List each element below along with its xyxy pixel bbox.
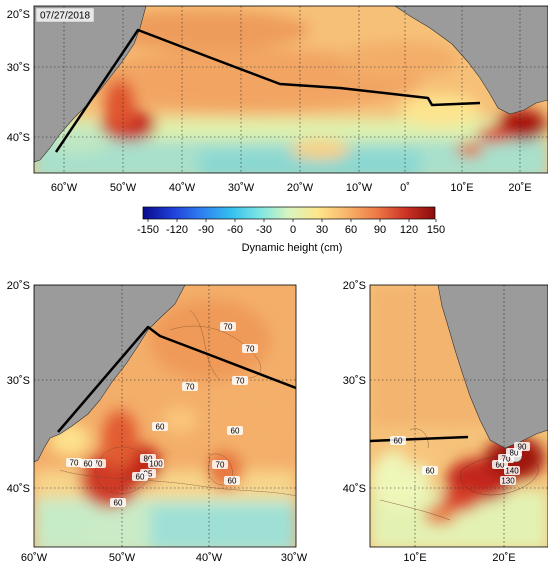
right-lat-20s: 20˚S (343, 280, 366, 292)
contour-label-bg (422, 466, 438, 475)
top-lon-0: 0˚ (400, 182, 410, 194)
contour-label: 70 (236, 377, 245, 386)
right-section-track (370, 435, 469, 443)
right-lat-40s: 40˚S (343, 483, 366, 495)
contour-label: 60 (136, 473, 145, 482)
top-lon-10e: 10˚E (450, 182, 473, 194)
right-lat-30s: 30˚S (343, 375, 366, 387)
contour-label-bg (220, 322, 236, 331)
left-lat-30s: 30˚S (7, 375, 30, 387)
contour-label-bg (148, 459, 164, 468)
top-map-panel: 07/27/2018 20˚S 30˚S 40˚S 60˚W 50˚W 40˚W… (7, 5, 548, 194)
cb-tick-label: -90 (198, 224, 214, 236)
date-badge (35, 7, 95, 23)
contour-label-bg (232, 376, 248, 385)
contour-label-bg (227, 426, 243, 435)
contour-label: 70 (216, 461, 225, 470)
top-lon-20e: 20˚E (508, 182, 531, 194)
top-lon-50w: 50˚W (110, 182, 137, 194)
contour-label: 60 (394, 437, 403, 446)
cb-tick-label: -120 (166, 224, 188, 236)
contour-label-bg (242, 344, 258, 353)
contour-label: 70 (502, 455, 511, 464)
contour-label-bg (390, 436, 406, 445)
right-contours (379, 428, 539, 521)
right-africa-land (437, 285, 548, 449)
contour-label: 60 (231, 427, 240, 436)
top-lon-20w: 20˚W (287, 182, 314, 194)
contour-label-bg (110, 498, 126, 507)
top-lon-10w: 10˚W (346, 182, 373, 194)
cb-tick-label: 30 (316, 224, 328, 236)
contour-label: 60 (114, 499, 123, 508)
top-lon-30w: 30˚W (228, 182, 255, 194)
top-lon-40w: 40˚W (169, 182, 196, 194)
left-lat-20s: 20˚S (7, 280, 30, 292)
contour-label: 60 (426, 467, 435, 476)
contour-label: 90 (518, 443, 527, 452)
left-lon-50w: 50˚W (109, 552, 136, 564)
contour-label-bg (66, 458, 82, 467)
top-lat-40s: 40˚S (7, 132, 30, 144)
cb-tick-label: -150 (137, 224, 159, 236)
right-lon-20e: 20˚E (492, 552, 515, 564)
date-label: 07/27/2018 (40, 11, 90, 22)
contour-label: 80 (510, 449, 519, 458)
cb-tick-label: 150 (427, 224, 445, 236)
africa-land (394, 6, 548, 115)
contour-label: 70 (224, 323, 233, 332)
left-section-track (57, 325, 296, 433)
contour-label: 70 (70, 459, 79, 468)
contour-label-bg (224, 476, 240, 485)
contour-label: 70 (94, 460, 103, 469)
contour-label-bg (132, 472, 148, 481)
top-section-track (54, 28, 481, 153)
contour-label: 70 (186, 383, 195, 392)
top-lat-20s: 20˚S (7, 9, 30, 21)
contour-label-bg (182, 382, 198, 391)
left-map-panel: 707070706070607080100609570606060 20˚S 3… (7, 280, 308, 564)
cb-tick-label: 120 (400, 224, 418, 236)
contour-label: 60 (156, 423, 165, 432)
contour-label: 60 (496, 461, 505, 470)
right-lon-10e: 10˚E (403, 552, 426, 564)
cb-tick-label: 90 (374, 224, 386, 236)
right-grid (370, 285, 548, 547)
contour-label: 140 (505, 467, 519, 476)
left-lon-30w: 30˚W (281, 552, 308, 564)
cb-tick-label: 60 (345, 224, 357, 236)
contour-label: 60 (84, 460, 93, 469)
contour-label-bg (212, 460, 228, 469)
contour-label-bg (80, 459, 96, 468)
cb-tick-label: 0 (290, 224, 296, 236)
contour-label-bg (504, 466, 520, 475)
contour-label: 100 (149, 460, 163, 469)
top-dynamic-height-field (34, 10, 548, 173)
cb-tick-label: -60 (227, 224, 243, 236)
contour-label-bg (514, 442, 530, 451)
top-lat-30s: 30˚S (7, 62, 30, 74)
contour-label: 130 (501, 477, 515, 486)
contour-label: 80 (144, 455, 153, 464)
colorbar-title: Dynamic height (cm) (242, 242, 343, 254)
contour-label: 60 (228, 477, 237, 486)
contour-label: 95 (144, 470, 153, 479)
top-grid (34, 6, 548, 173)
left-lat-40s: 40˚S (7, 483, 30, 495)
contour-label: 70 (246, 345, 255, 354)
left-lon-40w: 40˚W (196, 552, 223, 564)
top-lon-60w: 60˚W (51, 182, 78, 194)
contour-label-bg (500, 476, 516, 485)
contour-label-bg (152, 422, 168, 431)
colorbar: -150 -120 -90 -60 -30 0 30 60 90 120 150… (137, 206, 445, 254)
cb-tick-label: -30 (256, 224, 272, 236)
colorbar-ramp (142, 206, 436, 220)
left-lon-60w: 60˚W (21, 552, 48, 564)
